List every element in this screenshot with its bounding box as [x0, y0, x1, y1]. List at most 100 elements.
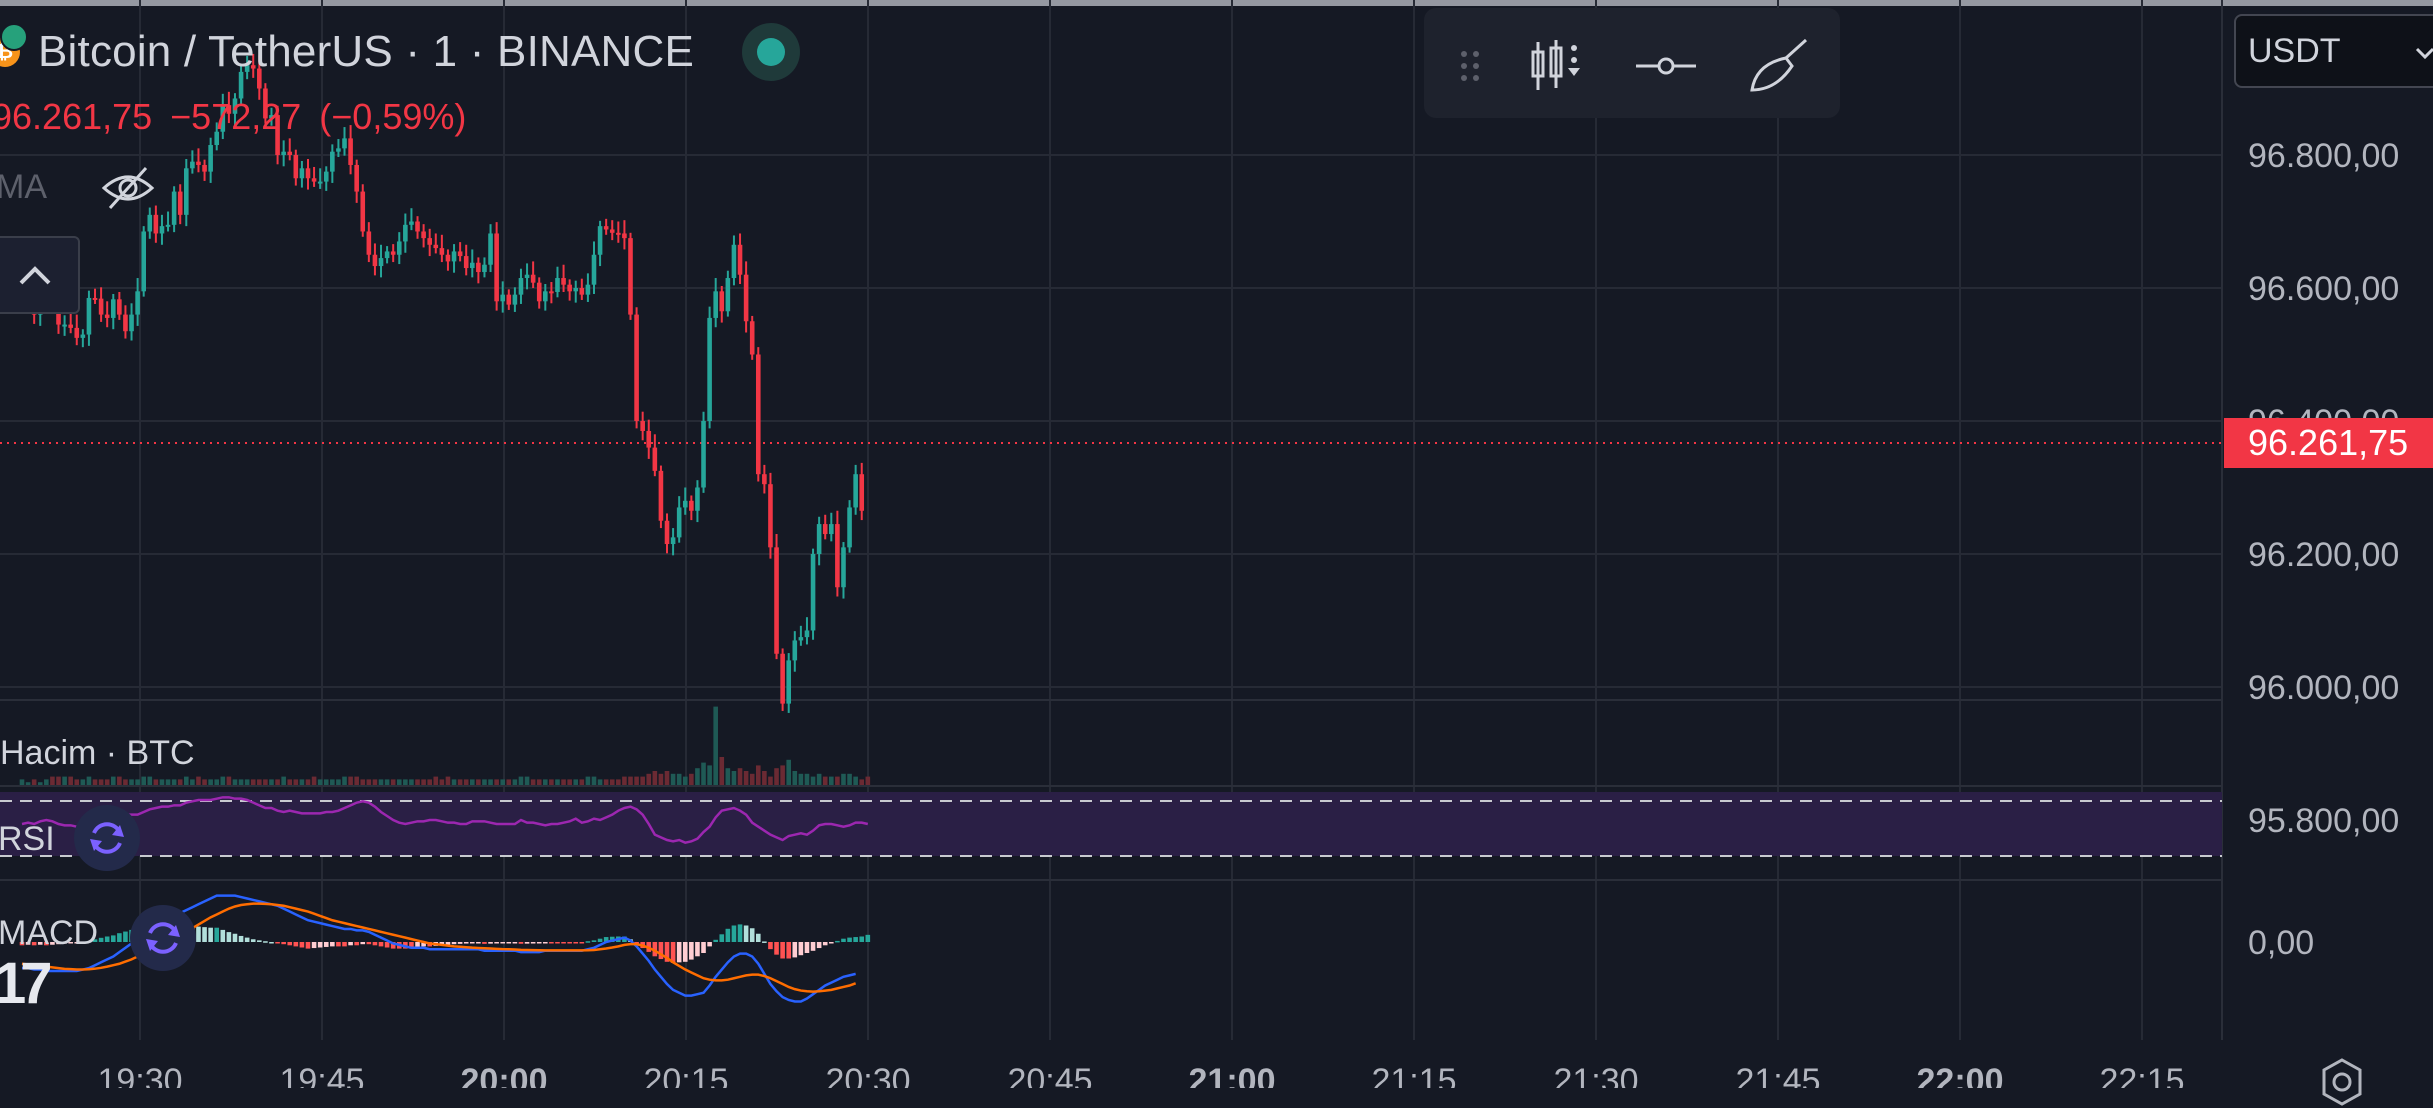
candle-body [269, 115, 274, 119]
candle-body [159, 226, 165, 234]
candle-body [250, 65, 256, 69]
time-tick-label: 21:45 [1735, 1062, 1820, 1088]
macd-histogram [19, 924, 871, 963]
volume-bar [31, 779, 37, 785]
volume-bar [275, 779, 280, 785]
candle-body [378, 258, 384, 267]
candle-body [390, 251, 396, 255]
rsi-refresh-icon[interactable] [74, 805, 140, 871]
window-top-border [0, 0, 2433, 6]
candle-body [664, 520, 670, 545]
candle-body [257, 68, 262, 89]
candle-body [749, 321, 755, 355]
time-tick-label: 21:15 [1371, 1062, 1456, 1088]
volume-bar [597, 779, 603, 785]
macd-hist-bar [780, 942, 785, 959]
volume-bar [476, 779, 481, 785]
volume-bar [609, 779, 615, 785]
volume-bar [323, 779, 329, 785]
macd-hist-bar [774, 942, 779, 955]
candle-body [220, 105, 226, 132]
macd-hist-bar [80, 942, 86, 944]
volume-bar [457, 779, 463, 785]
macd-hist-bar [865, 934, 871, 942]
tradingview-logo[interactable]: 17 [0, 951, 52, 1016]
macd-hist-bar [208, 927, 213, 942]
line-tool-icon[interactable] [1634, 34, 1698, 98]
candle-body [695, 487, 700, 511]
macd-hist-bar [463, 942, 469, 944]
drawing-toolbar[interactable] [1424, 8, 1840, 118]
volume-bar [214, 779, 220, 785]
volume-bar [664, 771, 670, 785]
macd-hist-bar [695, 942, 700, 957]
currency-select[interactable]: USDT [2234, 14, 2433, 88]
volume-bar [190, 779, 195, 785]
candle-body [482, 264, 487, 273]
macd-hist-bar [506, 942, 512, 944]
candle-body [597, 226, 603, 255]
macd-hist-bar [238, 935, 244, 942]
candle-body [141, 231, 146, 292]
candle-body [336, 148, 341, 152]
macd-hist-bar [555, 942, 560, 944]
candle-body [445, 254, 451, 262]
macd-hist-bar [37, 942, 43, 945]
macd-hist-bar [360, 942, 366, 945]
symbol-title[interactable]: Bitcoin / TetherUS · 1 · BINANCE [38, 27, 695, 76]
macd-hist-bar [451, 942, 457, 945]
volume-bar [433, 776, 439, 785]
macd-hist-bar [214, 927, 220, 942]
volume-bar [628, 776, 633, 785]
bitcoin-logo-icon: ₿ [0, 23, 28, 67]
macd-pane-label[interactable]: MACD [0, 914, 99, 952]
candle-body [311, 178, 317, 182]
macd-hist-bar [749, 928, 755, 942]
volume-bar [342, 776, 347, 785]
drag-handle-icon[interactable] [1438, 34, 1502, 98]
macd-hist-bar [19, 942, 25, 946]
volume-bar [634, 776, 639, 785]
gear-icon[interactable] [2316, 1056, 2368, 1108]
volume-bar [743, 771, 749, 785]
macd-hist-bar [275, 942, 280, 944]
volume-bar [585, 776, 591, 785]
volume-histogram [19, 706, 871, 785]
volume-bar [378, 779, 384, 785]
candle-body [171, 191, 177, 225]
time-axis[interactable]: 19:30 19:45 20:00 20:15 20:30 20:45 21:00 21:15… [97, 1062, 2184, 1088]
macd-hist-bar [281, 942, 286, 945]
volume-bar [567, 779, 572, 785]
macd-hist-bar [123, 931, 128, 942]
macd-hist-bar [269, 942, 274, 944]
candles-indicator-icon[interactable] [1524, 34, 1588, 98]
candle-body [135, 291, 140, 315]
candle-body [360, 191, 366, 232]
symbol-legend[interactable]: ₿ Bitcoin / TetherUS · 1 · BINANCE [0, 23, 801, 81]
candle-body [786, 660, 792, 704]
collapse-legend-button[interactable] [0, 236, 80, 314]
candle-body [603, 226, 609, 230]
macd-hist-bar [257, 940, 262, 942]
macd-hist-bar [348, 942, 353, 946]
brush-tool-icon[interactable] [1746, 34, 1810, 98]
macd-hist-bar [829, 942, 834, 944]
macd-hist-bar [725, 928, 731, 942]
candle-body [530, 274, 536, 283]
ma-indicator-label[interactable]: MA [0, 168, 47, 206]
volume-bar [488, 779, 493, 785]
volume-bar [37, 782, 43, 785]
volume-bar [719, 757, 725, 785]
hidden-eye-icon[interactable] [100, 160, 156, 216]
volume-pane-label[interactable]: Hacim · BTC [0, 734, 195, 772]
candle-body [165, 224, 171, 227]
rsi-pane-label[interactable]: RSI [0, 820, 55, 858]
candle-body [555, 278, 560, 292]
candle-body [104, 314, 110, 318]
macd-refresh-icon[interactable] [130, 905, 196, 971]
market-status-icon[interactable] [742, 23, 801, 81]
volume-bar [536, 779, 542, 785]
candle-body [829, 524, 834, 535]
price-axis[interactable]: 96.800,0096.600,0096.400,0096.200,0096.0… [2248, 137, 2399, 962]
